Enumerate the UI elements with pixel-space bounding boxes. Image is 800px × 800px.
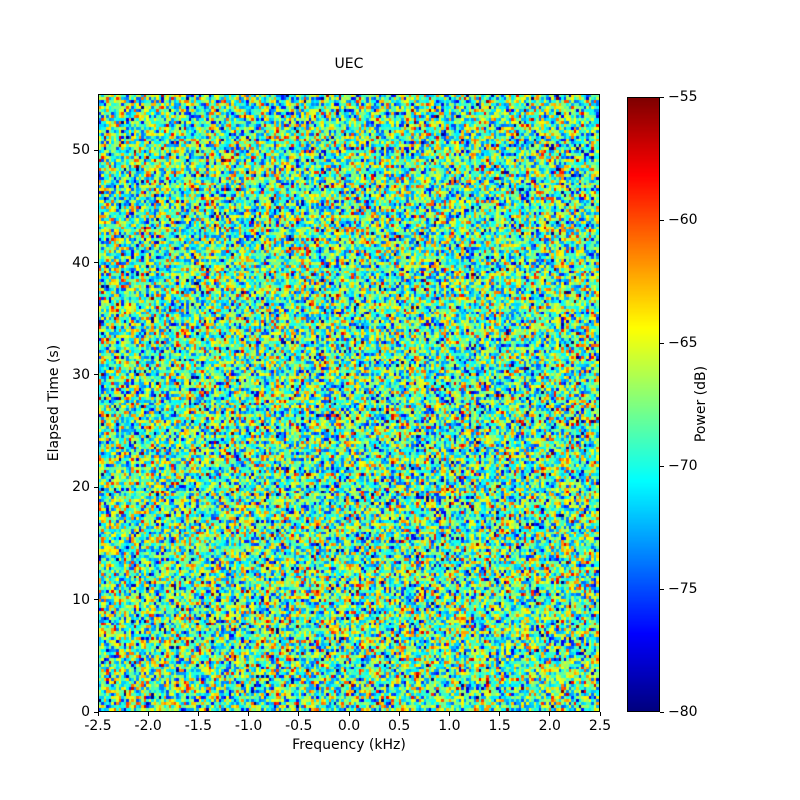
y-tick-mark [94, 262, 98, 264]
y-tick-label: 10 [72, 591, 90, 608]
x-tick-label: 1.5 [488, 718, 511, 734]
y-tick-mark [94, 149, 98, 151]
x-tick-mark [147, 712, 149, 716]
colorbar-tick-label: −80 [668, 704, 698, 720]
colorbar-tick-mark [660, 96, 664, 98]
y-tick-mark [94, 374, 98, 376]
x-tick-mark [599, 712, 601, 716]
x-tick-mark [398, 712, 400, 716]
colorbar-tick-mark [660, 219, 664, 221]
y-tick-label: 20 [72, 479, 90, 496]
colorbar-tick-label: −65 [668, 335, 698, 351]
colorbar-gradient [628, 98, 659, 711]
spectrogram-heatmap [99, 95, 599, 711]
colorbar-tick-label: −60 [668, 212, 698, 228]
y-tick-mark [94, 486, 98, 488]
y-tick-label: 50 [72, 142, 90, 159]
colorbar-tick-label: −55 [668, 89, 698, 105]
colorbar [627, 97, 660, 712]
colorbar-tick-mark [660, 711, 664, 713]
x-tick-mark [197, 712, 199, 716]
y-tick-mark [94, 711, 98, 713]
x-tick-label: -0.5 [285, 718, 313, 734]
y-tick-label: 30 [72, 366, 90, 383]
x-tick-label: 2.0 [538, 718, 561, 734]
colorbar-tick-label: −75 [668, 581, 698, 597]
x-tick-mark [348, 712, 350, 716]
x-tick-mark [298, 712, 300, 716]
colorbar-tick-label: −70 [668, 458, 698, 474]
colorbar-label: Power (dB) [693, 365, 709, 443]
x-tick-mark [549, 712, 551, 716]
x-tick-label: -2.5 [84, 718, 112, 734]
x-tick-label: 0.0 [337, 718, 361, 734]
x-tick-label: -2.0 [134, 718, 162, 734]
x-tick-mark [97, 712, 99, 716]
x-axis-label: Frequency (kHz) [292, 737, 406, 753]
x-tick-mark [448, 712, 450, 716]
colorbar-tick-mark [660, 342, 664, 344]
colorbar-tick-mark [660, 465, 664, 467]
x-tick-label: 2.5 [588, 718, 612, 734]
x-tick-label: -1.0 [234, 718, 263, 734]
x-tick-label: -1.5 [184, 718, 213, 734]
colorbar-tick-mark [660, 588, 664, 590]
y-tick-mark [94, 599, 98, 601]
x-tick-mark [499, 712, 501, 716]
x-tick-label: 0.5 [388, 718, 411, 734]
spectrogram-plot-area [98, 94, 600, 712]
y-tick-label: 0 [81, 704, 90, 720]
x-tick-mark [248, 712, 250, 716]
y-axis-label: Elapsed Time (s) [46, 344, 62, 462]
y-tick-label: 40 [72, 254, 90, 271]
title-line-main: UEC [334, 56, 364, 72]
x-tick-label: 1.0 [438, 718, 461, 734]
